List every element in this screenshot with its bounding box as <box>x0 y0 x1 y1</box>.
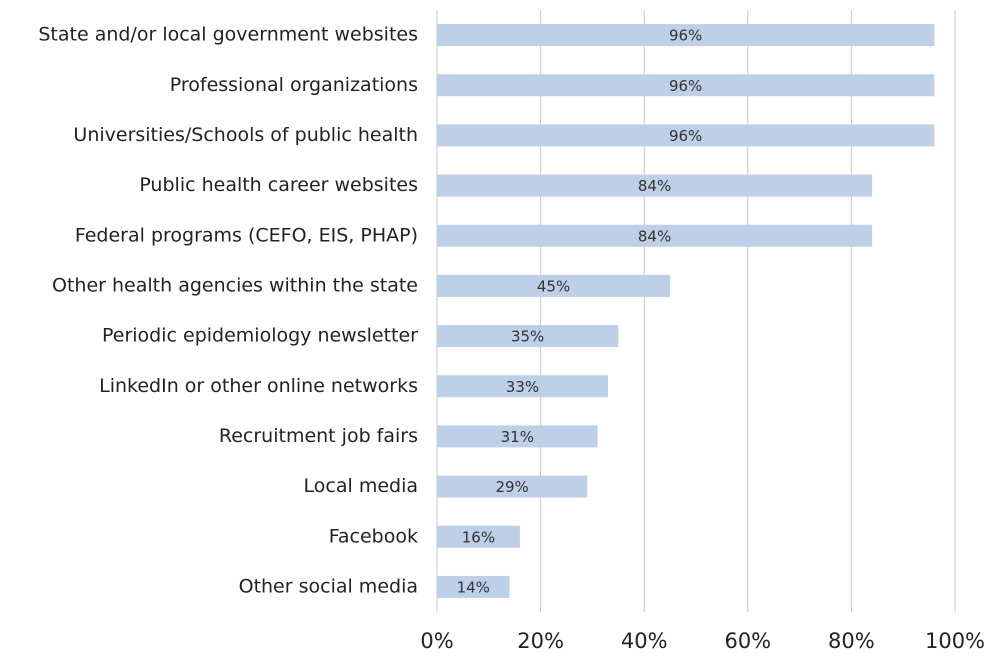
y-tick-label: Professional organizations <box>170 74 418 96</box>
value-label: 33% <box>506 378 539 396</box>
x-tick-label: 0% <box>420 629 453 653</box>
value-label: 29% <box>495 478 528 496</box>
x-tick-label: 40% <box>621 629 668 653</box>
x-tick-label: 100% <box>925 629 985 653</box>
value-label: 96% <box>669 27 702 45</box>
bar <box>437 325 619 348</box>
value-label: 31% <box>501 428 534 446</box>
y-tick-label: State and/or local government websites <box>38 24 418 46</box>
y-tick-label: Public health career websites <box>139 174 418 196</box>
y-tick-label: Universities/Schools of public health <box>73 124 418 146</box>
y-tick-label: Recruitment job fairs <box>219 425 418 447</box>
x-tick-label: 20% <box>517 629 564 653</box>
y-tick-label: LinkedIn or other online networks <box>99 375 418 397</box>
value-label: 96% <box>669 127 702 145</box>
value-label: 96% <box>669 77 702 95</box>
y-tick-label: Federal programs (CEFO, EIS, PHAP) <box>75 224 418 246</box>
value-label: 84% <box>638 177 671 195</box>
bar <box>437 525 520 548</box>
value-label: 45% <box>537 277 570 295</box>
bar <box>437 425 598 448</box>
bar <box>437 575 510 598</box>
bar <box>437 224 873 247</box>
y-tick-label: Facebook <box>329 525 418 547</box>
bar <box>437 274 671 297</box>
x-tick-label: 80% <box>828 629 875 653</box>
y-tick-label: Other social media <box>239 575 418 597</box>
bar <box>437 24 935 47</box>
value-label: 16% <box>462 528 495 546</box>
y-tick-label: Periodic epidemiology newsletter <box>102 325 418 347</box>
bar <box>437 124 935 147</box>
y-tick-label: Local media <box>304 475 418 497</box>
bar <box>437 375 608 398</box>
value-label: 84% <box>638 227 671 245</box>
x-tick-label: 60% <box>724 629 771 653</box>
bar <box>437 74 935 97</box>
value-label: 14% <box>457 578 490 596</box>
value-label: 35% <box>511 328 544 346</box>
y-tick-label: Other health agencies within the state <box>52 274 418 296</box>
bar <box>437 174 873 197</box>
bar <box>437 475 588 498</box>
